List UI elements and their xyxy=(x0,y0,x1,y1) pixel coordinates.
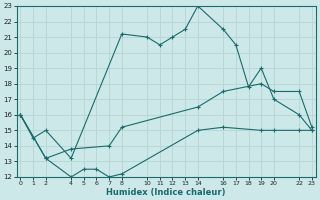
X-axis label: Humidex (Indice chaleur): Humidex (Indice chaleur) xyxy=(107,188,226,197)
